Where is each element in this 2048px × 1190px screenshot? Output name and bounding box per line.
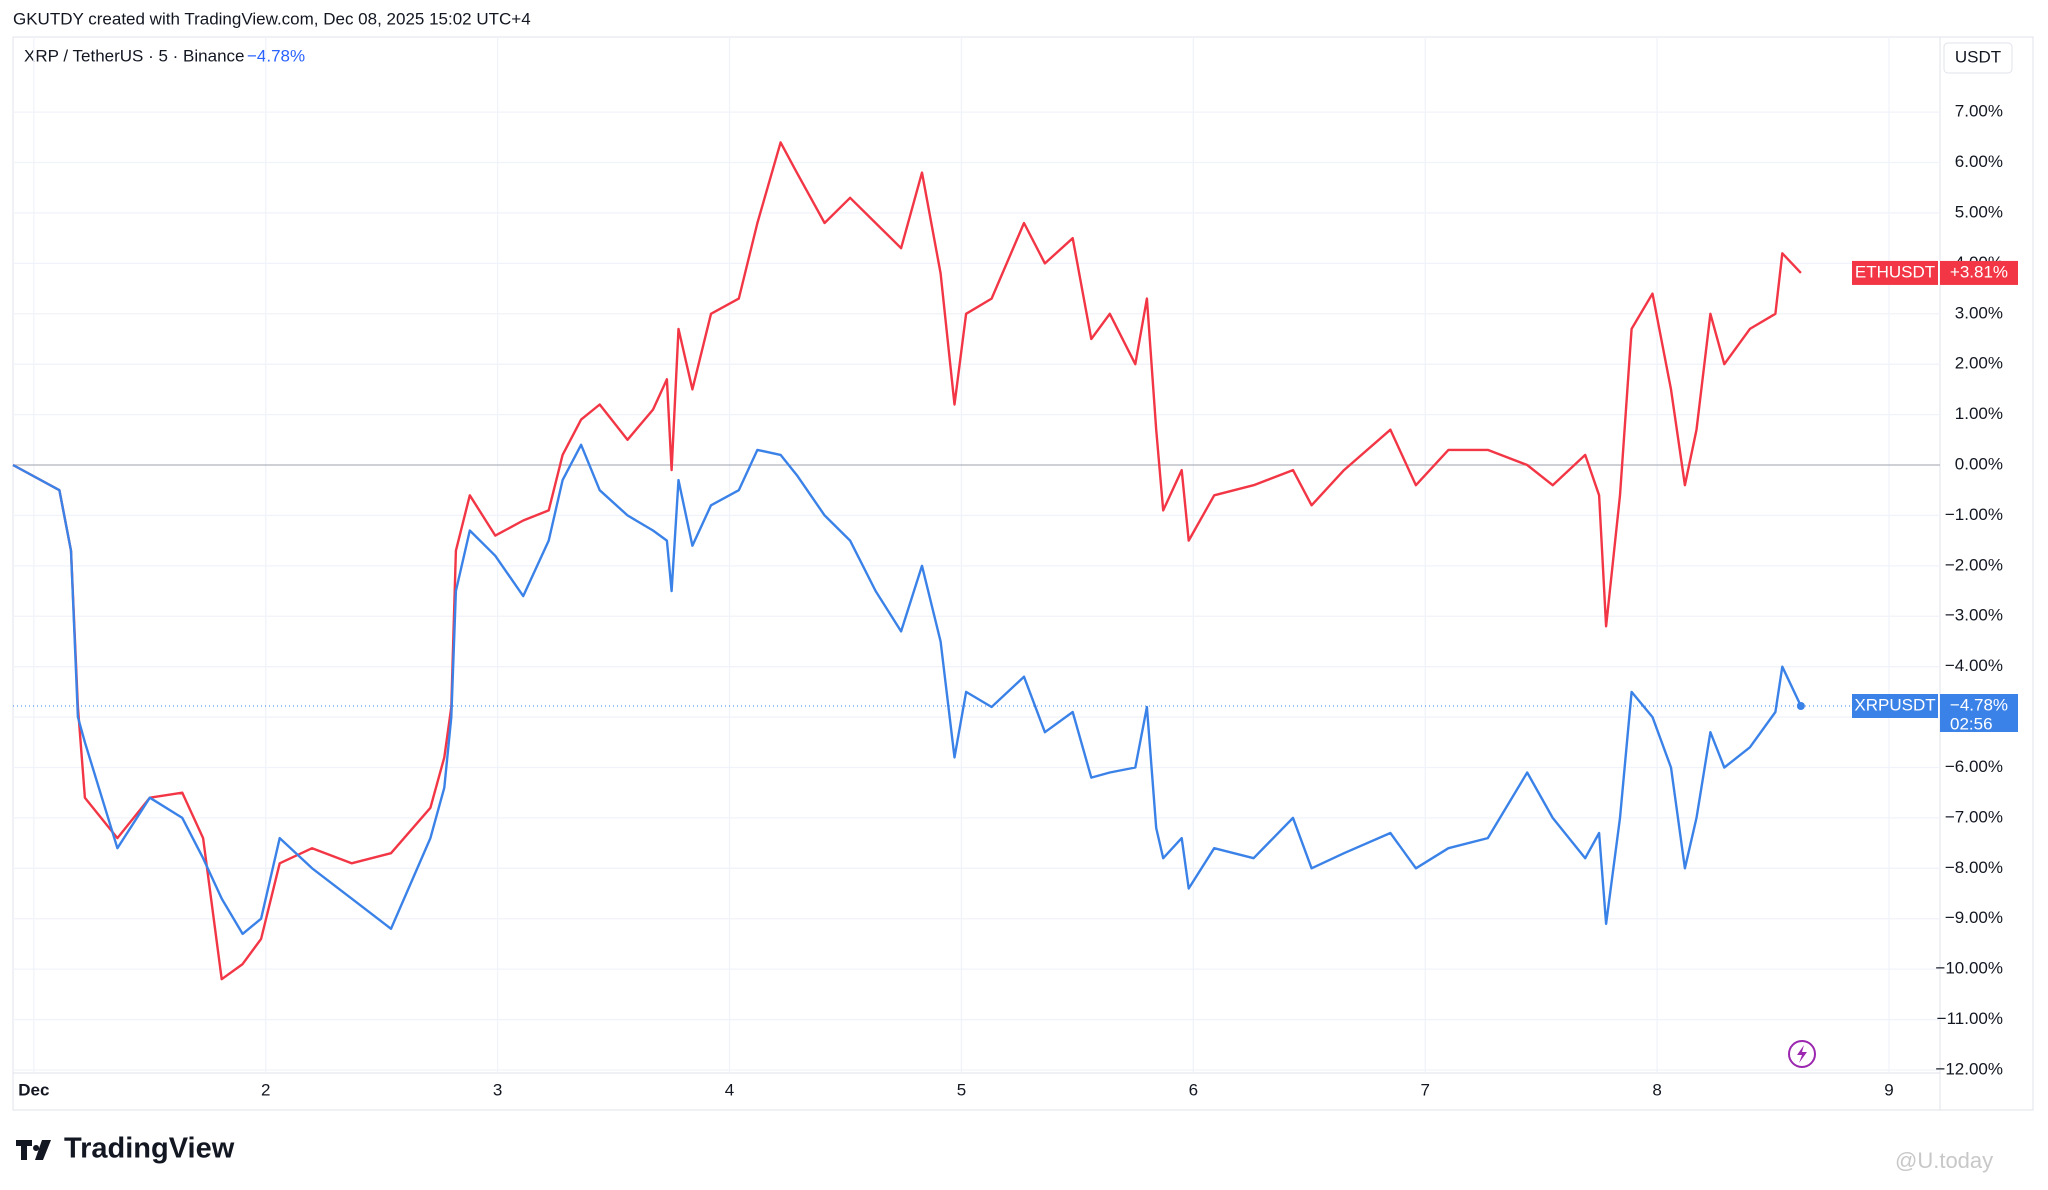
x-tick-label: 9 xyxy=(1884,1080,1893,1099)
frame xyxy=(12,36,2034,1111)
x-tick-label: 2 xyxy=(261,1080,270,1099)
y-tick-label: −6.00% xyxy=(1945,757,2003,776)
x-tick-label: 6 xyxy=(1189,1080,1198,1099)
name-tag-text: XRPUSDT xyxy=(1854,695,1935,714)
y-tick-label: −11.00% xyxy=(1937,1009,2003,1028)
x-tick-label: Dec xyxy=(18,1080,49,1099)
currency[interactable]: USDT xyxy=(1955,47,2001,66)
countdown: 02:56 xyxy=(1950,714,1993,733)
x-tick-label: 7 xyxy=(1420,1080,1429,1099)
y-tick-label: 1.00% xyxy=(1955,404,2003,423)
x-tick-label: 5 xyxy=(957,1080,966,1099)
price-tag xyxy=(1940,693,2018,732)
y-tick-label: 6.00% xyxy=(1955,152,2003,171)
series-line xyxy=(12,141,1802,981)
name-tag xyxy=(1852,260,1938,285)
y-tick-label: −3.00% xyxy=(1945,606,2003,625)
x-tick-label: 3 xyxy=(493,1080,502,1099)
symbol[interactable]: XRP / TetherUS · 5 · Binance xyxy=(24,46,244,65)
y-tick-label: 3.00% xyxy=(1955,303,2003,322)
shortcut-icon[interactable] xyxy=(1788,1040,1816,1068)
y-tick-label: −8.00% xyxy=(1945,858,2003,877)
logo-mark xyxy=(16,1140,51,1160)
currency-box[interactable] xyxy=(1943,42,2013,74)
last-point xyxy=(1796,701,1805,710)
y-tick-label: 7.00% xyxy=(1955,102,2003,121)
credit: GKUTDY created with TradingView.com, Dec… xyxy=(13,9,531,28)
series-line xyxy=(12,443,1802,936)
y-tick-label: −12.00% xyxy=(1935,1059,2003,1078)
y-tick-label: 5.00% xyxy=(1955,202,2003,221)
price-tag xyxy=(1940,260,2018,285)
y-tick-label: 0.00% xyxy=(1955,454,2003,473)
logo-text: TradingView xyxy=(64,1133,235,1165)
y-tick-label: −2.00% xyxy=(1945,555,2003,574)
name-tag xyxy=(1852,693,1938,718)
x-tick-label: 8 xyxy=(1652,1080,1661,1099)
y-tick-label: −9.00% xyxy=(1945,908,2003,927)
y-tick-label: −7.00% xyxy=(1945,807,2003,826)
change: −4.78% xyxy=(247,46,305,65)
price-tag-text: −4.78% xyxy=(1950,695,2008,714)
y-tick-label: −1.00% xyxy=(1945,505,2003,524)
x-tick-label: 4 xyxy=(725,1080,734,1099)
y-tick-label: 2.00% xyxy=(1955,354,2003,373)
logo: TradingView xyxy=(16,1133,235,1165)
watermark: @U.today xyxy=(1895,1148,1993,1173)
name-tag-text: ETHUSDT xyxy=(1855,262,1935,281)
y-tick-label: −10.00% xyxy=(1935,959,2003,978)
price-tag-text: +3.81% xyxy=(1950,262,2008,281)
y-tick-label: −4.00% xyxy=(1945,656,2003,675)
shortcut-bolt xyxy=(1797,1045,1807,1063)
